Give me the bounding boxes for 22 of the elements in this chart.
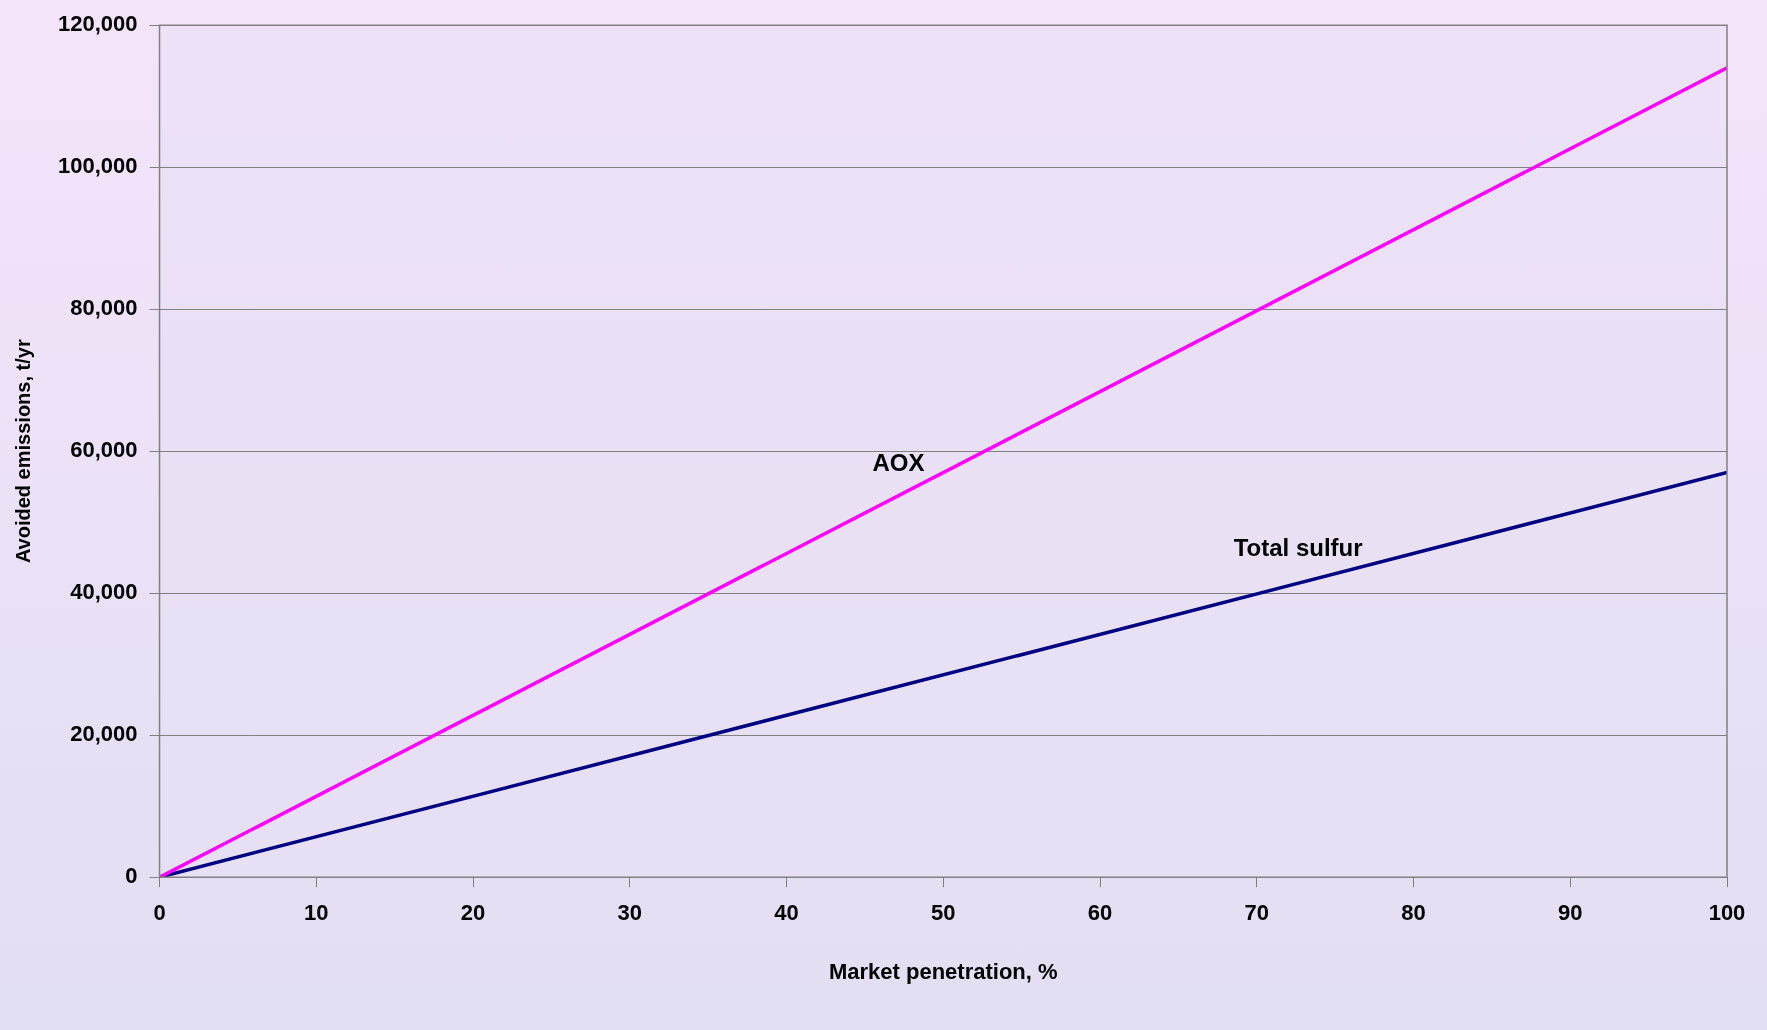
y-tick-label: 40,000 (70, 579, 138, 605)
x-tick-label: 40 (774, 900, 799, 926)
x-tick-label: 70 (1244, 900, 1269, 926)
x-tick-label: 90 (1558, 900, 1583, 926)
y-tick-label: 100,000 (57, 153, 138, 179)
series-label: Total sulfur (1233, 534, 1363, 562)
series-label: AOX (872, 449, 925, 477)
x-tick-label: 10 (304, 900, 329, 926)
y-tick-label: 0 (125, 863, 138, 889)
x-tick-label: 60 (1087, 900, 1113, 926)
x-tick-label: 20 (460, 900, 486, 926)
x-tick-label: 30 (617, 900, 643, 926)
x-axis-title: Market penetration, % (828, 958, 1058, 984)
y-tick-label: 120,000 (57, 11, 138, 37)
x-tick-label: 50 (931, 900, 956, 926)
y-tick-label: 80,000 (70, 295, 138, 321)
y-tick-label: 20,000 (70, 721, 138, 747)
y-tick-label: 60,000 (70, 437, 138, 463)
x-tick-label: 100 (1708, 900, 1746, 926)
x-tick-label: 0 (153, 900, 166, 926)
x-tick-label: 80 (1401, 900, 1426, 926)
y-axis-title: Avoided emissions, t/yr (11, 339, 34, 564)
